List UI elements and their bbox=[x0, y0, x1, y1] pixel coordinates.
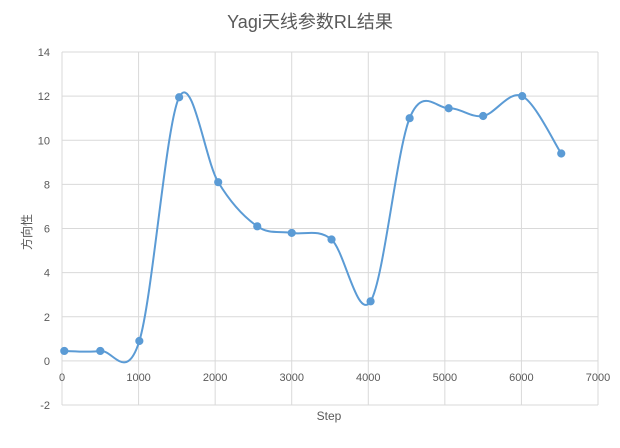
y-tick-label: 4 bbox=[44, 268, 50, 280]
x-tick-label: 0 bbox=[59, 372, 65, 384]
data-point bbox=[253, 222, 262, 231]
x-tick-label: 5000 bbox=[433, 372, 457, 384]
y-tick-label: 6 bbox=[44, 224, 50, 236]
data-point bbox=[366, 297, 375, 306]
data-point bbox=[479, 111, 488, 121]
data-point bbox=[135, 336, 144, 346]
x-axis-label: Step bbox=[317, 409, 342, 423]
data-point bbox=[60, 346, 69, 356]
data-point bbox=[444, 104, 453, 113]
y-axis-label: 方向性 bbox=[19, 214, 34, 250]
y-tick-label: 10 bbox=[38, 135, 50, 147]
y-tick-label: 0 bbox=[44, 356, 50, 368]
chart-title: Yagi天线参数RL结果 bbox=[227, 12, 393, 32]
data-point bbox=[518, 92, 527, 101]
y-tick-label: 2 bbox=[44, 312, 50, 324]
y-tick-label: 8 bbox=[44, 179, 50, 191]
x-tick-label: 3000 bbox=[279, 372, 303, 384]
y-tick-label: 12 bbox=[38, 91, 50, 103]
data-point bbox=[96, 346, 105, 356]
y-tick-label: 14 bbox=[38, 47, 50, 59]
data-point bbox=[175, 93, 184, 102]
x-tick-label: 1000 bbox=[126, 372, 150, 384]
data-point bbox=[214, 178, 223, 187]
x-tick-label: 4000 bbox=[356, 372, 380, 384]
data-point bbox=[327, 235, 336, 244]
data-point bbox=[287, 228, 296, 238]
data-point bbox=[405, 114, 414, 123]
series-layer bbox=[60, 91, 566, 364]
y-tick-label: -2 bbox=[40, 400, 50, 412]
x-tick-label: 2000 bbox=[203, 372, 227, 384]
x-tick-label: 7000 bbox=[586, 372, 610, 384]
series-line bbox=[63, 91, 563, 364]
x-tick-label: 6000 bbox=[509, 372, 533, 384]
tick-labels: -2 0 2 4 6 8 10 12 14 0 1000 2000 3000 4000 5000 6000 70… bbox=[38, 47, 610, 412]
data-point bbox=[557, 149, 566, 158]
